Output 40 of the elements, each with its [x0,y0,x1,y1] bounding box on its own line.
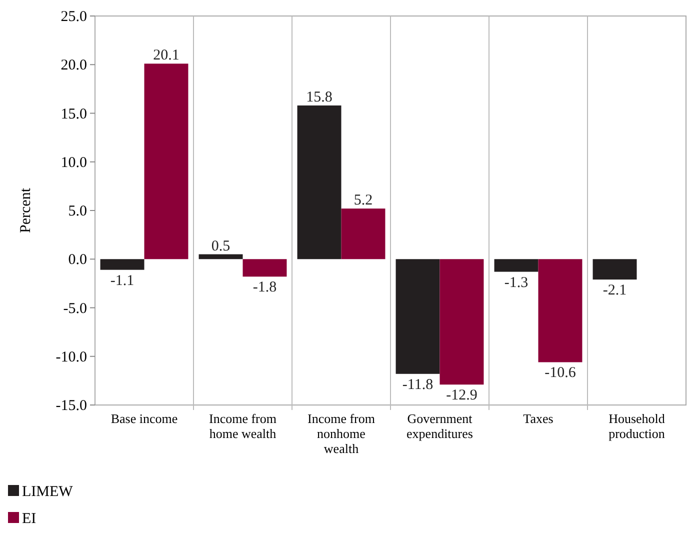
data-label: -1.8 [252,280,277,296]
y-tick-label: 0.0 [68,252,87,268]
x-tick-label: Income from nonhome wealth [307,411,376,456]
y-tick-label: 20.0 [60,58,87,74]
data-label: 15.8 [306,89,332,106]
bar [538,259,582,362]
bar [396,259,440,374]
y-tick-label: -15.0 [56,398,87,414]
data-label: -2.1 [602,282,627,299]
bar [341,208,386,260]
x-tick-label: Base income [110,411,178,426]
y-axis-title: Percent [18,187,34,233]
bar [198,254,243,260]
y-tick-label: -5.0 [63,300,87,317]
bar [100,259,144,270]
bar [144,64,188,260]
bar [242,259,287,277]
x-tick-label: Household production [608,411,666,441]
x-tick-label: Government expenditures [406,411,473,441]
data-label: -11.8 [402,376,434,393]
bar [494,259,538,272]
data-label: 20.1 [153,48,180,64]
y-tick-label: 10.0 [60,154,87,171]
y-tick-label: 25.0 [60,9,87,25]
data-label: -10.6 [544,365,576,382]
x-tick-label: Taxes [523,411,554,426]
bar [440,259,484,385]
x-tick-label: Income from home wealth [208,411,277,441]
y-tick-label: 15.0 [60,106,87,122]
y-tick-label: -10.0 [56,349,87,366]
data-label: 0.5 [211,238,230,254]
data-label: -1.1 [110,272,134,289]
data-label: -1.3 [504,274,528,291]
data-label: -12.9 [446,388,478,404]
data-label: 5.2 [354,192,373,209]
bar [592,259,637,280]
legend-label: EI [22,511,36,527]
y-tick-label: 5.0 [68,204,87,220]
bar [297,105,342,260]
legend-label: LIMEW [22,484,74,500]
